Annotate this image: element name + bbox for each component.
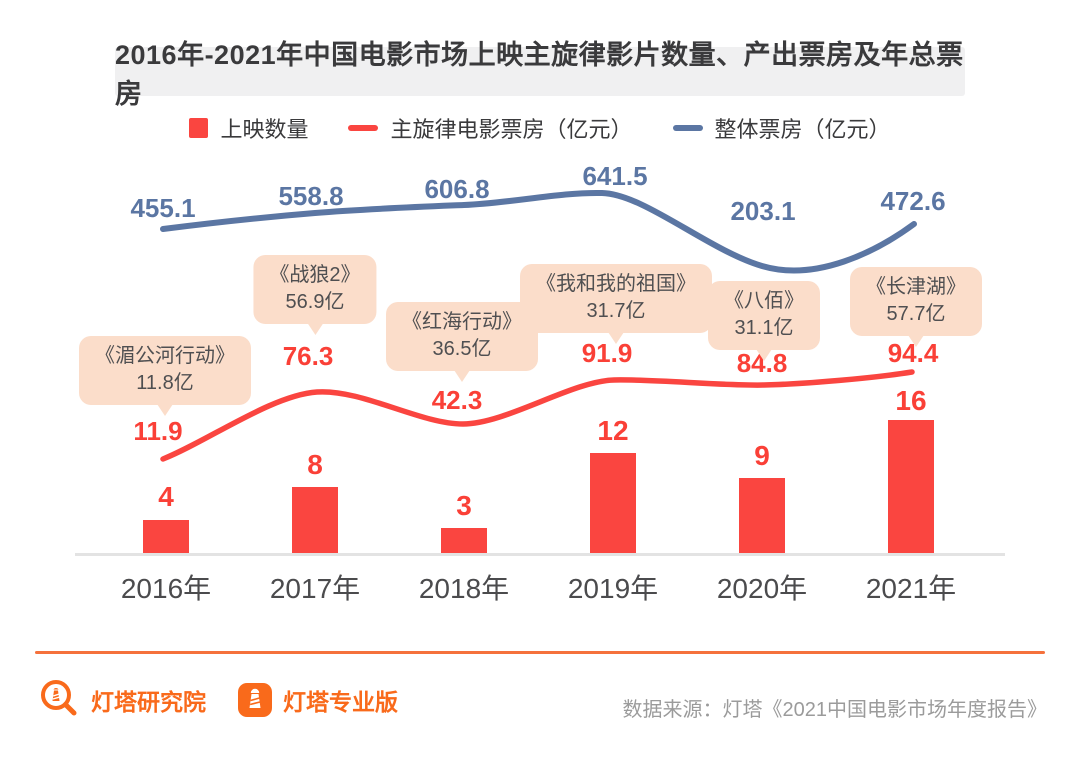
x-label-2017: 2017年 (269, 573, 361, 604)
blue-value-2021: 472.6 (880, 186, 946, 216)
dengta-pro-logo: 灯塔专业版 (236, 681, 398, 719)
x-label-2019: 2019年 (567, 573, 659, 604)
legend-bars-label: 上映数量 (220, 117, 309, 142)
legend-blueline-label: 整体票房（亿元） (714, 117, 891, 142)
bar-2019 (590, 453, 636, 553)
bar-count-2017: 8 (307, 449, 323, 480)
page-title: 2016年-2021年中国电影市场上映主旋律影片数量、产出票房及年总票房 (115, 39, 965, 109)
callout-value: 11.8亿 (136, 372, 194, 394)
callout-title: 《红海行动》 (402, 311, 522, 333)
red-value-2017: 76.3 (282, 341, 334, 371)
legend-item-bars: 上映数量 (189, 112, 308, 144)
theme-boxoffice-line (160, 369, 915, 462)
callout-value: 31.7亿 (586, 300, 646, 322)
footer-divider (35, 651, 1045, 654)
callout-title: 《八佰》 (724, 290, 804, 312)
legend-item-redline: 主旋律电影票房（亿元） (348, 112, 633, 144)
data-source-note: 数据来源：灯塔《2021中国电影市场年度报告》 (622, 699, 1048, 721)
legend: 上映数量 主旋律电影票房（亿元） 整体票房（亿元） (0, 112, 1080, 144)
callout-value: 31.1亿 (734, 317, 794, 339)
bar-count-2016: 4 (158, 481, 174, 512)
callout-title: 《战狼2》 (269, 264, 361, 286)
callout-changjinhu: 《长津湖》 57.7亿 (850, 267, 982, 336)
bar-2021 (888, 420, 934, 553)
callout-value: 56.9亿 (285, 291, 345, 313)
red-value-2019: 91.9 (581, 338, 633, 368)
x-label-2018: 2018年 (418, 573, 510, 604)
dengta-research-label: 灯塔研究院 (91, 689, 206, 715)
bar-count-2020: 9 (754, 440, 770, 471)
callout-value: 57.7亿 (886, 303, 946, 325)
callout-wohewodezuguo: 《我和我的祖国》 31.7亿 (520, 264, 712, 333)
bar-count-2018: 3 (456, 490, 472, 521)
blue-line-swatch-icon (672, 125, 703, 131)
callout-title: 《长津湖》 (866, 276, 966, 298)
callout-honghai: 《红海行动》 36.5亿 (386, 302, 538, 371)
lighthouse-app-icon (238, 683, 272, 717)
blue-value-2018: 606.8 (424, 174, 490, 204)
callout-meigonghe: 《湄公河行动》 11.8亿 (79, 336, 251, 405)
red-line-swatch-icon (348, 125, 379, 131)
dengta-research-logo: 灯塔研究院 (36, 677, 206, 723)
blue-value-2017: 558.8 (278, 181, 344, 211)
legend-redline-label: 主旋律电影票房（亿元） (390, 117, 633, 142)
x-label-2021: 2021年 (865, 573, 957, 604)
callout-title: 《我和我的祖国》 (536, 273, 696, 295)
callout-zhanlang2: 《战狼2》 56.9亿 (253, 255, 377, 324)
bar-2016 (143, 520, 189, 553)
bar-2020 (739, 478, 785, 553)
x-label-2020: 2020年 (716, 573, 808, 604)
bar-2018 (441, 528, 487, 553)
blue-value-2019: 641.5 (582, 161, 648, 191)
callout-title: 《湄公河行动》 (95, 345, 235, 367)
bar-count-2021: 16 (895, 385, 927, 416)
blue-value-2020: 203.1 (730, 196, 796, 226)
red-value-2016: 11.9 (133, 416, 183, 446)
red-value-2018: 42.3 (431, 385, 483, 415)
footer-logos: 灯塔研究院 灯塔专业版 (36, 676, 398, 724)
bar-2017 (292, 487, 338, 553)
bar-count-2019: 12 (597, 415, 629, 446)
magnifier-lighthouse-icon (41, 680, 77, 716)
bar-swatch-icon (189, 118, 209, 138)
callout-babai: 《八佰》 31.1亿 (708, 281, 820, 350)
legend-item-blueline: 整体票房（亿元） (672, 112, 891, 144)
x-axis-line (75, 553, 1005, 556)
blue-value-2016: 455.1 (130, 193, 196, 223)
x-label-2016: 2016年 (120, 573, 212, 604)
dengta-pro-label: 灯塔专业版 (283, 689, 398, 715)
callout-value: 36.5亿 (432, 338, 492, 360)
